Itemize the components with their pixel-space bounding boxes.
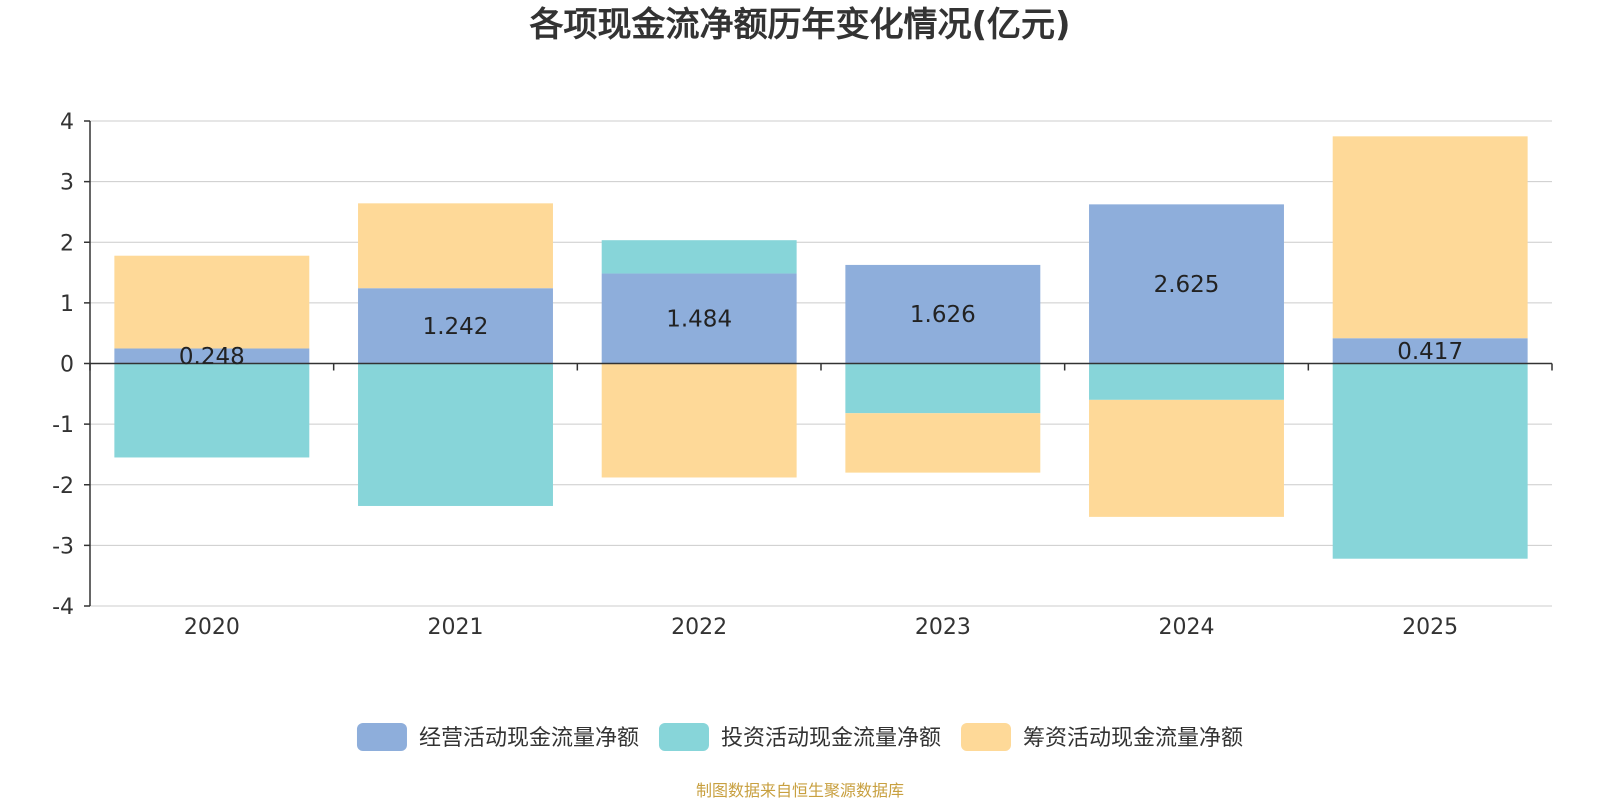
x-tick-label: 2021 [428, 615, 484, 640]
y-tick-label: 1 [60, 292, 74, 317]
legend-label: 筹资活动现金流量净额 [1023, 726, 1243, 751]
x-tick-label: 2025 [1402, 615, 1458, 640]
legend: 经营活动现金流量净额 投资活动现金流量净额 筹资活动现金流量净额 [356, 723, 1243, 751]
legend-swatch [658, 723, 709, 751]
bar-2022-series-2 [601, 363, 797, 478]
data-label-2024: 2.625 [1154, 272, 1220, 298]
bar-2023-series-2 [845, 413, 1041, 473]
data-label-2023: 1.626 [910, 302, 976, 328]
bar-2022-series-1 [601, 240, 797, 274]
bar-2021-series-0 [358, 288, 553, 364]
y-tick-label: 2 [60, 231, 74, 256]
bar-2023-series-1 [845, 363, 1041, 414]
data-label-2021: 1.242 [423, 314, 489, 340]
bar-2025-series-0 [1332, 338, 1528, 364]
bar-2022-series-0 [601, 273, 797, 364]
data-label-2022: 1.484 [666, 307, 732, 333]
y-tick-label: -4 [52, 595, 74, 620]
y-tick-label: 4 [60, 110, 74, 135]
bar-2024-series-2 [1089, 399, 1284, 517]
data-label-2020: 0.248 [179, 344, 245, 370]
bar-2021-series-2 [358, 203, 553, 289]
y-tick-label: -1 [52, 413, 74, 438]
bar-2025-series-2 [1332, 136, 1528, 339]
bar-2024-series-0 [1089, 204, 1284, 364]
legend-item-1: 投资活动现金流量净额 [658, 723, 941, 751]
x-tick-label: 2024 [1159, 615, 1215, 640]
legend-item-0: 经营活动现金流量净额 [356, 723, 639, 751]
bar-2025-series-1 [1332, 363, 1528, 559]
grid-lines [90, 120, 1552, 607]
data-labels: 0.248 1.242 1.484 1.626 2.625 0.417 [179, 272, 1463, 370]
y-tick-label: 3 [60, 171, 74, 196]
legend-swatch [356, 723, 407, 751]
legend-label: 投资活动现金流量净额 [721, 726, 941, 751]
bar-2020-series-2 [114, 255, 310, 349]
footer-source: 制图数据来自恒生聚源数据库 [696, 781, 904, 800]
chart-title: 各项现金流净额历年变化情况(亿元) [529, 5, 1070, 45]
bar-2020-series-1 [114, 363, 310, 458]
legend-swatch [961, 723, 1012, 751]
x-tick-label: 2022 [671, 615, 727, 640]
bar-2024-series-1 [1089, 363, 1284, 400]
legend-item-2: 筹资活动现金流量净额 [961, 723, 1243, 751]
x-tick-label: 2023 [915, 615, 971, 640]
y-tick-label: 0 [60, 353, 74, 378]
bar-2021-series-1 [358, 363, 553, 506]
bars [114, 136, 1528, 559]
x-tick-label: 2020 [184, 615, 240, 640]
bar-2020-series-0 [114, 348, 310, 364]
data-label-2025: 0.417 [1397, 339, 1463, 365]
legend-label: 经营活动现金流量净额 [419, 726, 639, 751]
axes: 4 3 2 1 0 -1 -2 -3 -4 2020 2021 2022 2023 2024 2025 [52, 110, 1553, 640]
y-tick-label: -3 [52, 534, 74, 559]
y-tick-label: -2 [52, 474, 74, 499]
bar-2023-series-0 [845, 264, 1041, 364]
